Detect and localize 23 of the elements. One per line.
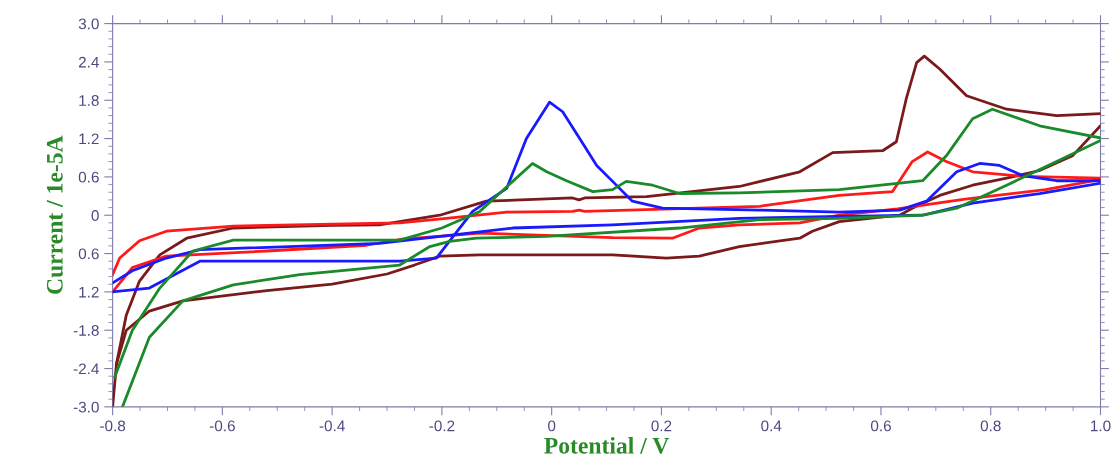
y-tick-label: -3.0: [73, 401, 99, 413]
y-tick-label: 2.4: [78, 56, 99, 68]
x-tick-label: 0.4: [761, 420, 782, 432]
x-tick-label: -0.6: [209, 420, 235, 432]
y-tick-label: -1.8: [73, 325, 99, 336]
y-tick-label: 1.8: [79, 95, 99, 106]
y-axis-title: Current / 1e-5A: [46, 135, 63, 294]
x-tick-label: 1.0: [1091, 420, 1111, 432]
x-tick-label: -0.4: [319, 420, 345, 432]
y-tick-label: 0: [91, 210, 99, 221]
x-tick-label: 0: [548, 420, 556, 432]
y-tick-label: 1.2: [79, 133, 99, 145]
y-tick-label: 0.6: [78, 171, 99, 183]
x-tick-label: -0.2: [429, 420, 455, 432]
y-tick-label: 1.2: [79, 286, 99, 298]
x-axis-title: Potential / V: [544, 437, 670, 454]
x-tick-label: 0.2: [651, 420, 672, 432]
x-tick-label: -0.8: [100, 420, 126, 432]
x-tick-label: 0.8: [980, 420, 1001, 432]
y-tick-label: 0.6: [78, 248, 99, 260]
y-tick-label: -2.4: [73, 363, 99, 375]
y-tick-label: 3.0: [78, 18, 99, 30]
x-tick-label: 0.6: [870, 420, 891, 432]
